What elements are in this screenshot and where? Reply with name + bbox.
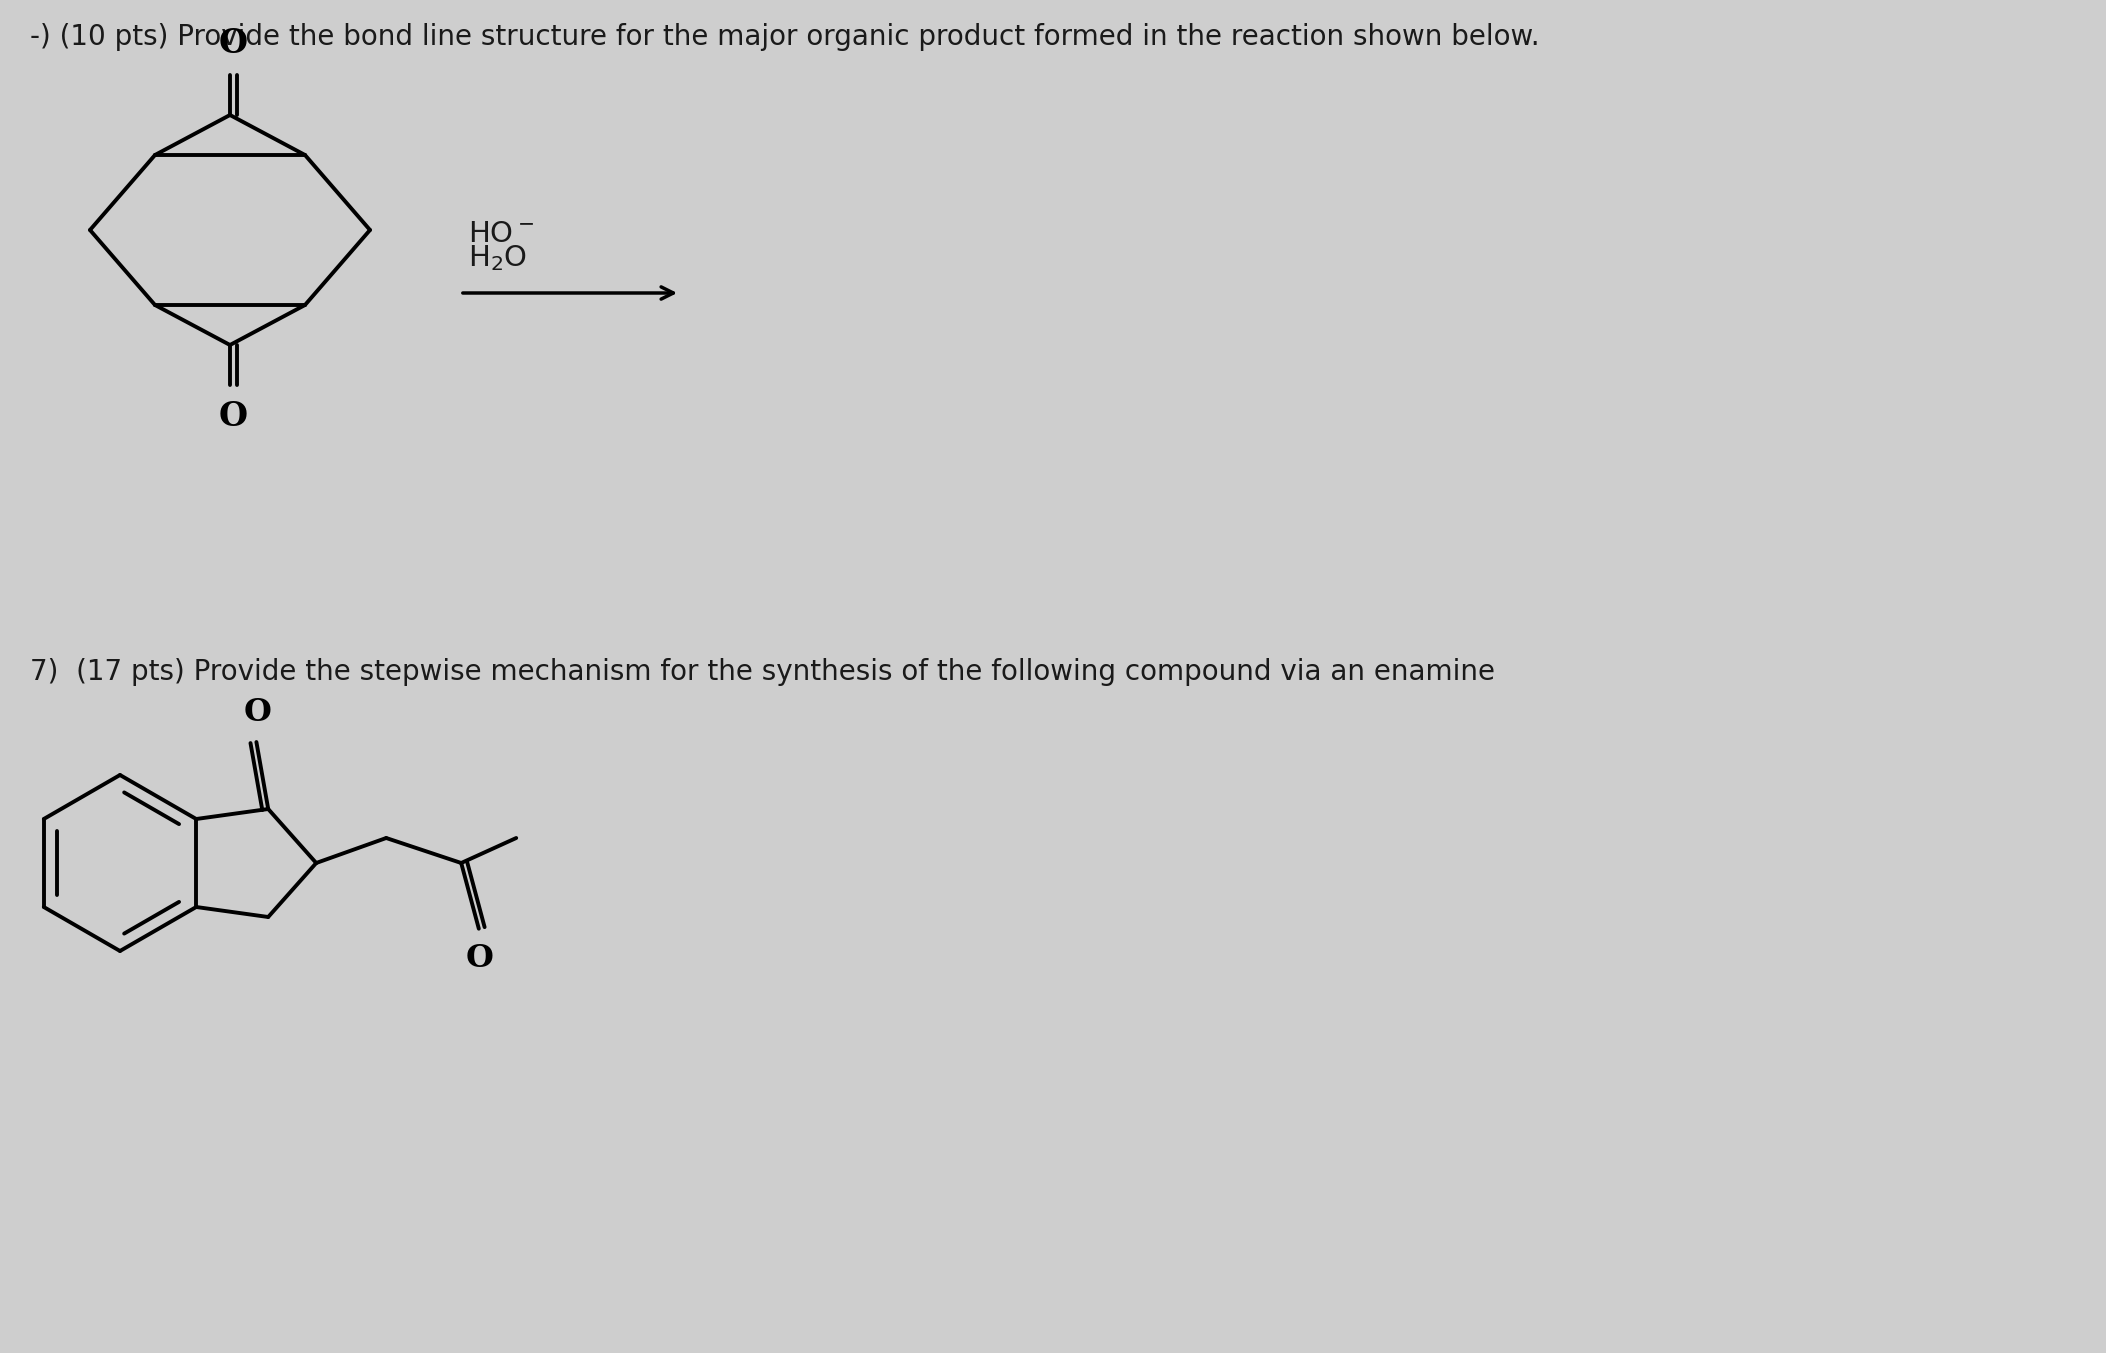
Text: -) (10 pts) Provide the bond line structure for the major organic product formed: -) (10 pts) Provide the bond line struct… <box>29 23 1539 51</box>
Text: O: O <box>219 400 249 433</box>
Text: O: O <box>244 697 272 728</box>
Text: O: O <box>465 943 493 974</box>
Text: O: O <box>219 27 249 60</box>
Text: H$_2$O: H$_2$O <box>468 244 526 273</box>
Text: 7)  (17 pts) Provide the stepwise mechanism for the synthesis of the following c: 7) (17 pts) Provide the stepwise mechani… <box>29 658 1495 686</box>
Text: HO$^-$: HO$^-$ <box>468 221 535 248</box>
